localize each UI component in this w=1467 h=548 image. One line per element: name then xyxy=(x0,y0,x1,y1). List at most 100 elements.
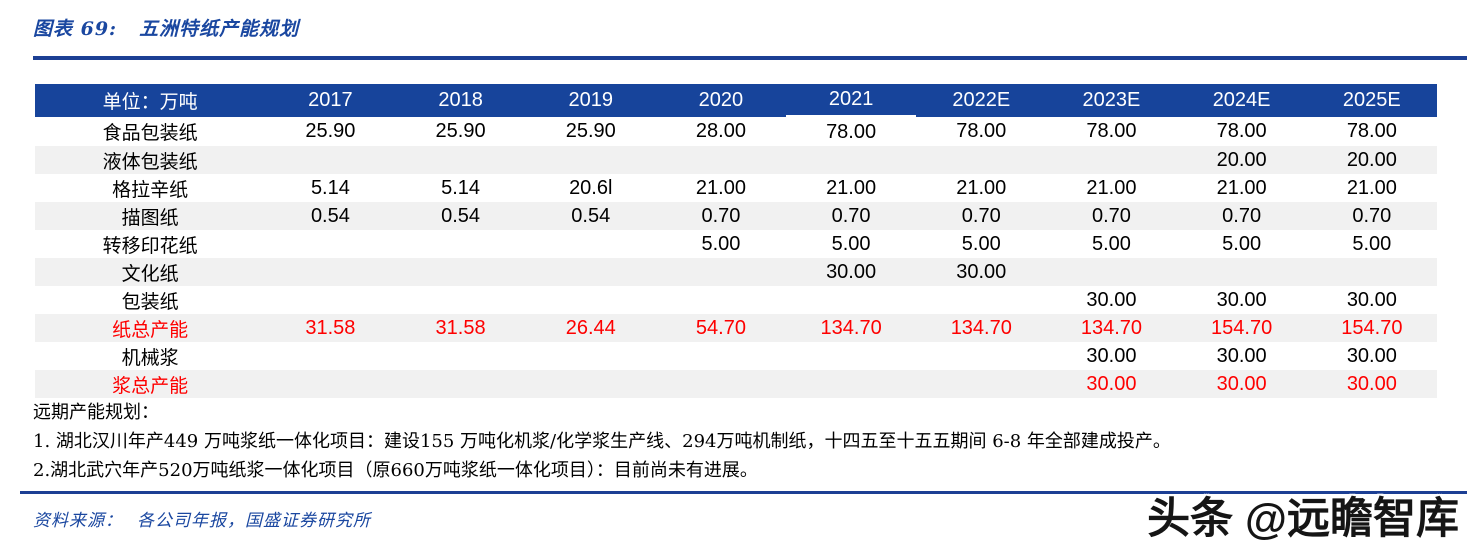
table-cell: 78.00 xyxy=(1346,119,1397,142)
table-cell xyxy=(526,342,656,370)
table-row: 转移印花纸 5.00 5.00 5.00 5.00 5.00 5.00 xyxy=(35,230,1437,258)
table-cell xyxy=(526,230,656,258)
table-cell xyxy=(265,258,395,286)
table-cell: 5.14 xyxy=(310,176,350,199)
table-row: 文化纸 30.00 30.00 xyxy=(35,258,1437,286)
table-cell xyxy=(786,370,916,398)
table-cell: 0.70 xyxy=(831,204,871,227)
source-prefix: 资料来源： xyxy=(33,511,123,531)
figure-label: 图表 69: xyxy=(33,18,118,40)
table-cell: 0.70 xyxy=(1222,204,1262,227)
table-cell: 0.70 xyxy=(1352,204,1392,227)
table-cell: 30.00 xyxy=(1086,344,1137,367)
row-label: 纸总产能 xyxy=(112,318,189,341)
table-cell xyxy=(265,230,395,258)
table-cell: 0.70 xyxy=(961,204,1001,227)
table-cell xyxy=(265,286,395,314)
table-cell: 134.70 xyxy=(950,316,1012,339)
unit-header: 单位：万吨 xyxy=(35,84,266,117)
row-label: 格拉辛纸 xyxy=(112,178,189,201)
table-cell xyxy=(396,258,526,286)
note-item: 1. 湖北汉川年产449 万吨浆纸一体化项目：建设155 万吨化机浆/化学浆生产… xyxy=(33,431,1171,452)
table-cell xyxy=(916,342,1046,370)
table-cell xyxy=(916,286,1046,314)
table-cell xyxy=(265,370,395,398)
row-label: 包装纸 xyxy=(121,290,179,313)
row-label: 液体包装纸 xyxy=(102,150,198,173)
table-cell: 25.90 xyxy=(305,119,356,142)
table-cell xyxy=(1046,146,1176,174)
table-cell xyxy=(526,258,656,286)
table-cell: 21.00 xyxy=(1086,176,1137,199)
table-row: 食品包装纸 25.90 25.90 25.90 28.00 78.00 78.00 78.00… xyxy=(35,117,1437,147)
year-header-2019: 2019 xyxy=(525,84,656,117)
table-cell: 30.00 xyxy=(1346,344,1397,367)
year-header-2023e: 2023E xyxy=(1046,84,1177,117)
table-cell: 0.70 xyxy=(1091,204,1131,227)
table-cell xyxy=(786,286,916,314)
table-cell: 134.70 xyxy=(820,316,882,339)
year-header-2018: 2018 xyxy=(395,84,526,117)
table-cell: 5.00 xyxy=(1352,232,1392,255)
table-cell: 30.00 xyxy=(826,260,877,283)
table-cell xyxy=(786,146,916,174)
table-cell: 78.00 xyxy=(1086,119,1137,142)
table-cell xyxy=(396,286,526,314)
row-label: 食品包装纸 xyxy=(102,121,198,144)
table-cell: 5.14 xyxy=(441,176,481,199)
table-cell xyxy=(656,370,786,398)
table-cell: 21.00 xyxy=(956,176,1007,199)
table-cell: 25.90 xyxy=(435,119,486,142)
table-cell xyxy=(265,342,395,370)
notes-heading: 远期产能规划： xyxy=(33,402,159,423)
table-body: 食品包装纸 25.90 25.90 25.90 28.00 78.00 78.00 78.00… xyxy=(35,117,1437,398)
table-cell: 21.00 xyxy=(1216,176,1267,199)
table-cell xyxy=(656,146,786,174)
row-label: 浆总产能 xyxy=(112,374,189,397)
table-cell: 5.00 xyxy=(961,232,1001,255)
figure-title: 图表 69: 五洲特纸产能规划 xyxy=(33,14,299,41)
table-cell xyxy=(656,342,786,370)
table-cell xyxy=(786,342,916,370)
table-cell: 21.00 xyxy=(826,176,877,199)
source-line: 资料来源： 各公司年报，国盛证券研究所 xyxy=(33,506,371,531)
table-cell: 5.00 xyxy=(831,232,871,255)
table-cell: 0.70 xyxy=(701,204,741,227)
table-cell: 30.00 xyxy=(1086,288,1137,311)
table-cell: 30.00 xyxy=(1346,372,1397,395)
table-cell: 21.00 xyxy=(695,176,746,199)
year-header-2025e: 2025E xyxy=(1306,84,1437,117)
table-cell: 31.58 xyxy=(305,316,356,339)
table-row: 描图纸 0.54 0.54 0.54 0.70 0.70 0.70 0.70 0.70 0.70 xyxy=(35,202,1437,230)
table-cell: 0.54 xyxy=(310,204,350,227)
year-header-2020: 2020 xyxy=(655,84,787,117)
table-cell xyxy=(396,146,526,174)
source-text: 各公司年报，国盛证券研究所 xyxy=(137,511,371,531)
note-item: 2.湖北武穴年产520万吨纸浆一体化项目（原660万吨浆纸一体化项目）：目前尚未… xyxy=(33,460,758,481)
table-cell: 154.70 xyxy=(1211,316,1273,339)
table-cell xyxy=(526,146,656,174)
table-cell xyxy=(656,258,786,286)
table-cell xyxy=(1177,258,1307,286)
table-cell xyxy=(656,286,786,314)
row-label: 机械浆 xyxy=(121,346,179,369)
table-cell xyxy=(265,146,395,174)
capacity-table: 单位：万吨 2017 2018 2019 2020 2021 2022E 2023E 2024E… xyxy=(35,84,1437,398)
title-divider xyxy=(33,56,1467,60)
table-row: 格拉辛纸 5.14 5.14 20.6l 21.00 21.00 21.00 21.00 21.… xyxy=(35,174,1437,202)
table-cell: 0.54 xyxy=(441,204,481,227)
table-cell: 20.00 xyxy=(1216,148,1267,171)
year-header-2024e: 2024E xyxy=(1176,84,1307,117)
table-cell: 154.70 xyxy=(1341,316,1403,339)
year-header-2021: 2021 xyxy=(786,84,917,118)
table-cell: 134.70 xyxy=(1080,316,1143,339)
table-row: 机械浆 30.00 30.00 30.00 xyxy=(35,342,1437,370)
table-row: 纸总产能 31.58 31.58 26.44 54.70 134.70 134.70 134.… xyxy=(35,314,1437,342)
table-header-row: 单位：万吨 2017 2018 2019 2020 2021 2022E 2023E 2024E… xyxy=(35,84,1437,118)
table-cell xyxy=(1046,258,1176,286)
table-cell: 26.44 xyxy=(565,316,616,339)
notes-block: 远期产能规划： 1. 湖北汉川年产449 万吨浆纸一体化项目：建设155 万吨化… xyxy=(33,398,1453,485)
table-cell xyxy=(396,230,526,258)
table-cell: 0.54 xyxy=(571,204,611,227)
